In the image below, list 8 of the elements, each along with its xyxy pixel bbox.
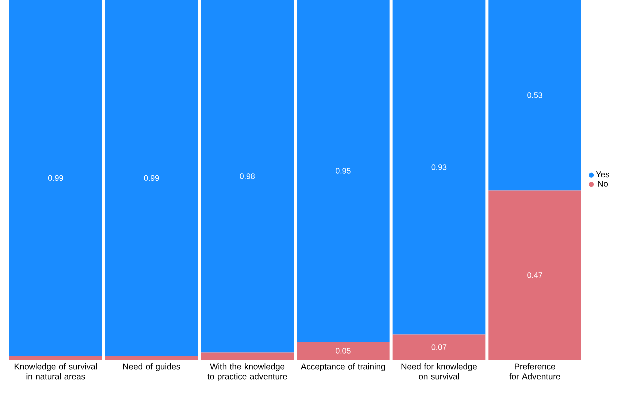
x-tick-label: Need of guides [123, 364, 180, 372]
x-tick-label: Preference for Adventure [510, 364, 560, 380]
x-tick-label: Knowledge of survival in natural areas [14, 364, 97, 380]
legend-label: No [598, 180, 608, 187]
x-tick-label: Acceptance of training [301, 364, 386, 372]
x-tick-label: Need for knowledge on survival [402, 364, 477, 380]
legend-label: Yes [596, 172, 610, 178]
x-tick-label: With the knowledge to practice adventure [208, 364, 288, 382]
